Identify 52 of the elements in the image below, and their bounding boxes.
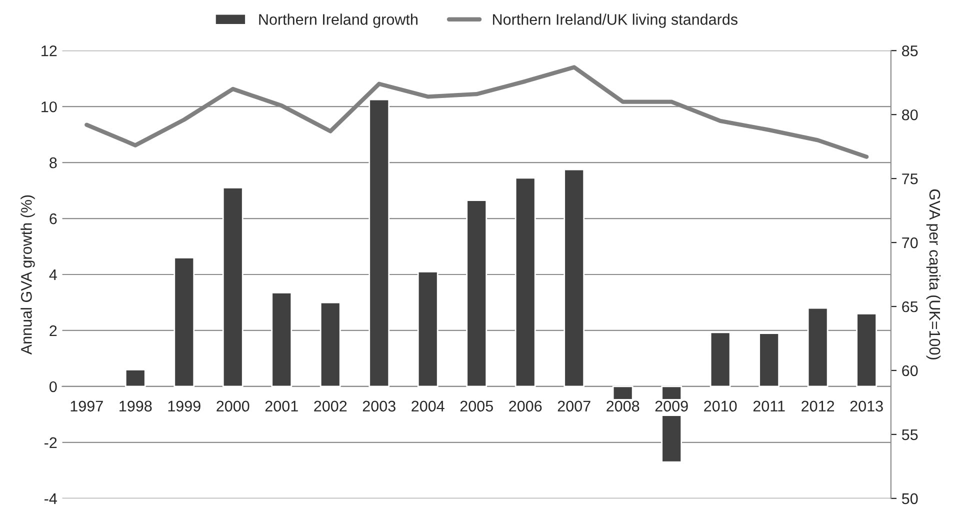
y-tick-label: 8 bbox=[50, 157, 57, 168]
y-tick-label: 4 bbox=[49, 270, 57, 280]
x-tick-label: 2009 bbox=[655, 400, 688, 412]
bar bbox=[320, 302, 341, 388]
bar bbox=[271, 292, 292, 388]
x-tick-label: 2005 bbox=[460, 400, 493, 412]
x-tick-label: 2010 bbox=[704, 400, 737, 412]
y-tick-label: 2 bbox=[50, 325, 57, 336]
bar bbox=[417, 271, 438, 388]
x-tick-label: 2008 bbox=[606, 400, 640, 412]
y2-tick-label: 70 bbox=[902, 237, 918, 248]
x-tick-label: 2012 bbox=[802, 400, 834, 412]
bar bbox=[368, 98, 390, 388]
bar bbox=[710, 332, 731, 388]
x-tick-label: 2006 bbox=[509, 400, 542, 412]
bar bbox=[124, 368, 146, 388]
x-tick-label: 1998 bbox=[120, 400, 152, 412]
x-tick-label: 1999 bbox=[168, 400, 200, 412]
bar bbox=[514, 177, 536, 388]
y-tick-label: 12 bbox=[42, 45, 57, 56]
bar bbox=[856, 312, 878, 388]
x-tick-label: 2001 bbox=[265, 400, 298, 412]
y2-tick-label: 80 bbox=[902, 109, 918, 120]
y-tick-label: -2 bbox=[44, 437, 57, 448]
x-tick-label: 2000 bbox=[216, 400, 250, 412]
x-tick-label: 2013 bbox=[850, 400, 883, 412]
x-tick-label: 2002 bbox=[314, 400, 347, 412]
y2-tick-label: 85 bbox=[902, 45, 918, 56]
y2-tick-label: 50 bbox=[902, 493, 918, 504]
bar bbox=[174, 257, 195, 388]
x-tick-label: 2004 bbox=[412, 400, 444, 412]
x-tick-label: 2003 bbox=[362, 400, 396, 412]
legend-label: Northern Ireland/UK living standards bbox=[493, 14, 738, 28]
x-tick-label: 2007 bbox=[558, 400, 590, 412]
y-tick-label: 6 bbox=[50, 213, 57, 224]
y2-tick-label: 60 bbox=[902, 365, 918, 376]
y2-tick-label: 55 bbox=[902, 429, 918, 440]
y2-axis-title: GVA per capita (UK=100) bbox=[926, 189, 941, 360]
legend-label: Northern Ireland growth bbox=[259, 14, 418, 28]
y-axis-title: Annual GVA growth (%) bbox=[20, 195, 35, 355]
y2-tick-label: 65 bbox=[902, 301, 918, 312]
y-tick-label: 0 bbox=[50, 381, 57, 392]
y-tick-label: -4 bbox=[44, 493, 57, 504]
y2-tick-label: 75 bbox=[902, 174, 918, 184]
bar bbox=[466, 200, 488, 388]
y-tick-label: 10 bbox=[42, 101, 57, 112]
x-tick-label: 1997 bbox=[70, 400, 103, 412]
bar bbox=[222, 187, 244, 388]
bar bbox=[758, 332, 780, 388]
bar bbox=[807, 307, 828, 388]
bar bbox=[564, 168, 585, 388]
x-tick-label: 2011 bbox=[753, 400, 785, 412]
